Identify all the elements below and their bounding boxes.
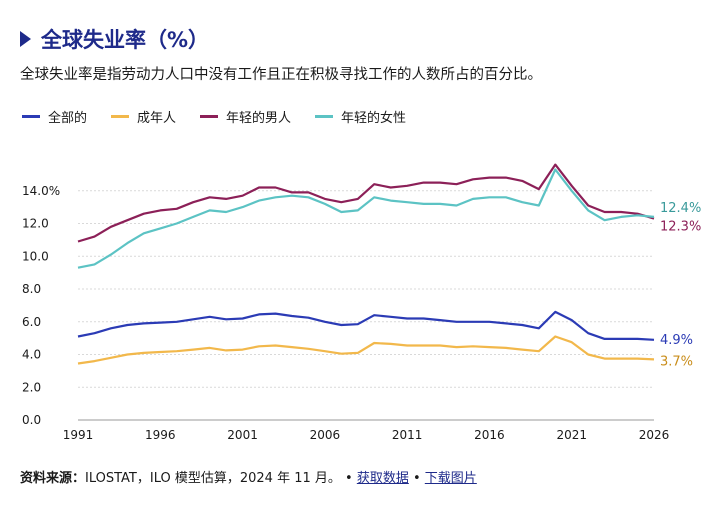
legend-label: 年轻的男人 bbox=[226, 111, 292, 126]
series-end-label: 3.7% bbox=[660, 354, 693, 369]
legend-swatch bbox=[111, 115, 130, 118]
separator: • bbox=[345, 471, 353, 486]
title-row: 全球失业率（%） bbox=[20, 24, 209, 54]
y-tick-label: 10.0 bbox=[22, 249, 49, 263]
x-tick-label: 2026 bbox=[639, 428, 670, 442]
legend-swatch bbox=[22, 115, 40, 118]
legend-item-young-men[interactable]: 年轻的男人 bbox=[200, 107, 291, 126]
series-end-label: 12.3% bbox=[660, 220, 701, 235]
get-data-link[interactable]: 获取数据 bbox=[356, 471, 409, 486]
footer: 资料来源：ILOSTAT，ILO 模型估算，2024 年 11 月。 • 获取数… bbox=[20, 467, 477, 486]
legend-swatch bbox=[315, 115, 334, 118]
y-tick-label: 4.0 bbox=[22, 348, 41, 362]
page-subtitle: 全球失业率是指劳动力人口中没有工作且正在积极寻找工作的人数所占的百分比。 bbox=[20, 67, 542, 83]
download-image-link[interactable]: 下载图片 bbox=[424, 471, 477, 486]
legend-item-all[interactable]: 全部的 bbox=[22, 107, 87, 126]
line-chart: 0.0 2.0 4.0 6.0 8.0 10.0 12.0 14.0% 1991 1996 2001… bbox=[22, 163, 701, 442]
series-end-label: 12.4% bbox=[660, 201, 701, 216]
x-tick-label: 2021 bbox=[556, 428, 587, 442]
legend-item-adults[interactable]: 成年人 bbox=[111, 107, 176, 126]
x-tick-label: 2016 bbox=[474, 428, 505, 442]
legend-label: 年轻的女性 bbox=[341, 111, 407, 126]
title-arrow-icon bbox=[20, 31, 31, 47]
legend-label: 全部的 bbox=[48, 111, 88, 126]
y-tick-label: 2.0 bbox=[22, 380, 41, 394]
y-tick-label: 14.0% bbox=[22, 184, 60, 198]
series-line bbox=[77, 335, 655, 365]
chart-legend: 全部的 成年人 年轻的男人 年轻的女性 bbox=[22, 107, 430, 126]
source-label: 资料来源： bbox=[20, 471, 86, 486]
y-tick-label: 8.0 bbox=[22, 282, 41, 296]
series-line bbox=[77, 168, 655, 269]
y-tick-label: 6.0 bbox=[22, 315, 41, 329]
x-tick-label: 2006 bbox=[310, 428, 341, 442]
series-end-label: 4.9% bbox=[660, 333, 693, 348]
x-tick-label: 1996 bbox=[145, 428, 176, 442]
x-tick-label: 2001 bbox=[227, 428, 258, 442]
y-tick-label: 12.0 bbox=[22, 217, 49, 231]
legend-swatch bbox=[200, 115, 219, 118]
source-text: ILOSTAT，ILO 模型估算，2024 年 11 月。 bbox=[85, 471, 341, 486]
separator: • bbox=[412, 471, 421, 486]
legend-item-young-women[interactable]: 年轻的女性 bbox=[315, 107, 406, 126]
page-title: 全球失业率（%） bbox=[41, 28, 210, 52]
x-tick-label: 1991 bbox=[63, 428, 94, 442]
legend-label: 成年人 bbox=[137, 111, 177, 126]
y-tick-label: 0.0 bbox=[22, 413, 41, 427]
series-line bbox=[77, 310, 655, 341]
x-tick-label: 2011 bbox=[392, 428, 423, 442]
series-line bbox=[77, 163, 655, 243]
